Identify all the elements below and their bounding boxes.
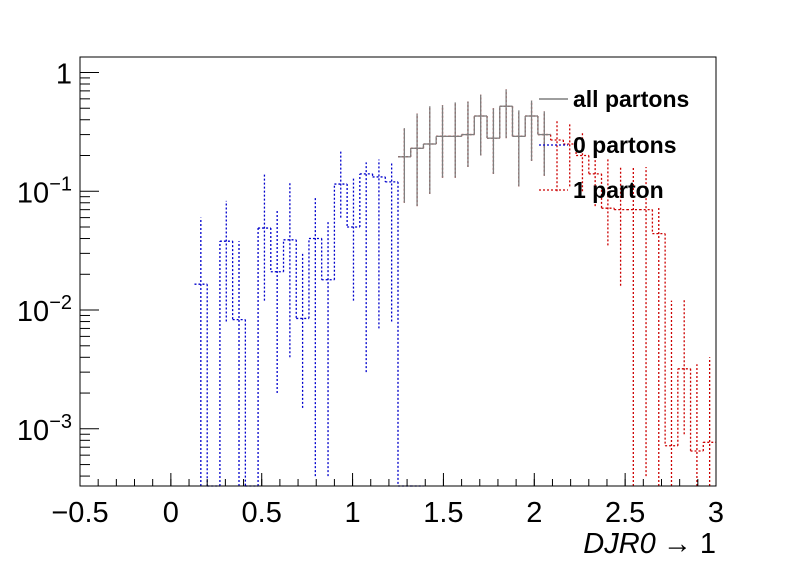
y-tick-label-base: 10 (17, 177, 49, 209)
x-tick-label: 2 (526, 497, 542, 529)
x-tick-label: 2.5 (605, 497, 645, 529)
plot-frame (79, 56, 717, 487)
legend: all partons 0 partons 1 parton (539, 86, 689, 203)
y-tick-label-base: 1 (56, 58, 72, 90)
x-axis-title-arrow: → 1 (663, 528, 716, 560)
x-tick-label: −0.5 (51, 497, 108, 529)
y-tick-label-exponent: −2 (49, 292, 72, 314)
y-tick-label: 10−3 (17, 411, 72, 447)
y-tick-label-base: 10 (17, 296, 49, 328)
y-tick-label: 10−1 (17, 173, 72, 209)
y-tick-label-exponent: −3 (49, 411, 72, 433)
legend-label: 0 partons (573, 132, 677, 158)
y-tick-label-exponent: −1 (49, 173, 72, 195)
x-tick-label: 1.5 (423, 497, 463, 529)
y-tick-label: 10−2 (17, 292, 72, 328)
legend-label: 1 parton (573, 177, 664, 203)
x-tick-label: 1 (345, 497, 361, 529)
series-all-partons (398, 89, 551, 207)
series-0-partons (194, 150, 424, 487)
x-axis-title: DJR0 → 1 (583, 528, 716, 560)
y-tick-label-base: 10 (17, 415, 49, 447)
x-tick-label: 0 (163, 497, 179, 529)
x-tick-label: 0.5 (242, 497, 282, 529)
axes: −0.5 0 0.5 1 1.5 2 2.5 310−310−210−11 (17, 58, 724, 529)
x-axis-title-main: DJR0 (583, 528, 656, 560)
x-tick-label: 3 (708, 497, 724, 529)
plot-area (194, 89, 716, 487)
legend-label: all partons (573, 86, 689, 112)
y-tick-label: 1 (56, 58, 72, 90)
